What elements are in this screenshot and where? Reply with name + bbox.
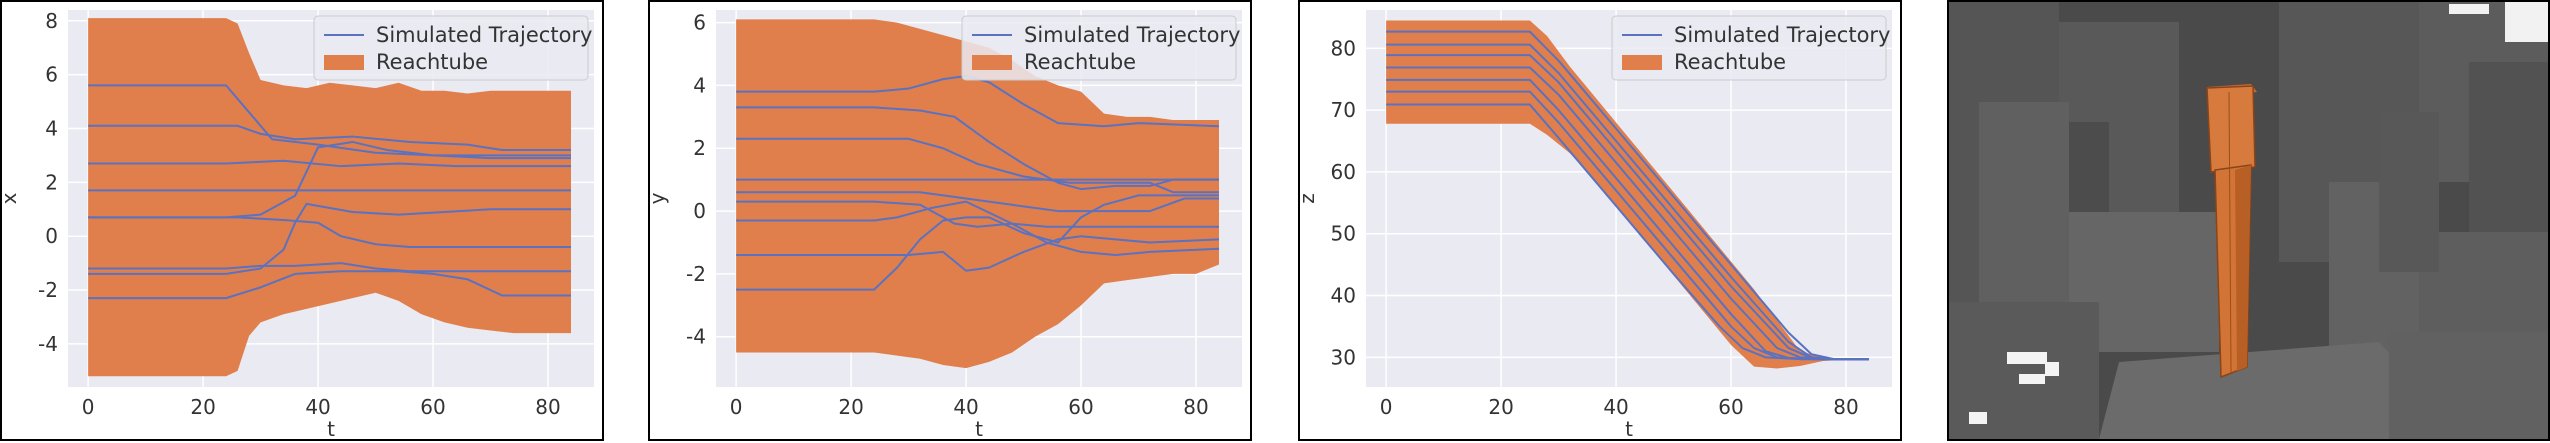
y-tick-label: -4 (38, 332, 58, 356)
y-tick-label: 6 (45, 63, 58, 87)
x-tick-label: 0 (730, 395, 743, 419)
y-tick-label: 80 (1331, 36, 1356, 60)
y-tick-label: 4 (45, 116, 58, 140)
x-tick-label: 60 (420, 395, 445, 419)
reachtube-3d-upper (2207, 86, 2255, 172)
white-patch-3 (2045, 362, 2059, 376)
y-tick-label: -4 (686, 325, 706, 349)
legend-trajectory-label: Simulated Trajectory (1674, 23, 1890, 47)
x-tick-label: 80 (1833, 395, 1858, 419)
x-axis-label: t (1625, 417, 1633, 439)
x-tick-label: 40 (1603, 395, 1628, 419)
legend: Simulated Trajectory Reachtube (962, 16, 1240, 80)
chart-panel-z: 0 20 40 60 80 30 40 50 60 70 80 t z Simulated Traject… (1298, 0, 1902, 441)
y-tick-label: 0 (45, 224, 58, 248)
x-tick-label: 0 (82, 395, 95, 419)
y-tick-label: 40 (1331, 284, 1356, 308)
x-tick-label: 80 (535, 395, 560, 419)
city-scene (1949, 2, 2548, 439)
chart-z-svg: 0 20 40 60 80 30 40 50 60 70 80 t z Simulated Traject… (1300, 2, 1900, 439)
y-tick-label: 50 (1331, 222, 1356, 246)
legend-reachtube-swatch (1622, 55, 1662, 70)
chart-panel-x: 0 20 40 60 80 -4 -2 0 2 4 6 8 t x Simulated Trajectory… (0, 0, 604, 441)
legend-reachtube-label: Reachtube (1024, 50, 1136, 74)
x-tick-label: 80 (1183, 395, 1208, 419)
y-tick-label: -2 (38, 278, 58, 302)
y-tick-label: 70 (1331, 98, 1356, 122)
legend-reachtube-label: Reachtube (376, 50, 488, 74)
building-mid-left (1979, 102, 2069, 332)
x-tick-label: 40 (953, 395, 978, 419)
x-axis-label: t (975, 417, 983, 439)
legend: Simulated Trajectory Reachtube (1612, 16, 1890, 80)
y-tick-label: 60 (1331, 160, 1356, 184)
y-axis-label: x (2, 192, 21, 204)
y-tick-label: 8 (45, 9, 58, 33)
legend-trajectory-label: Simulated Trajectory (376, 23, 592, 47)
chart-y-svg: 0 20 40 60 80 -4 -2 0 2 4 6 t y Simulated Trajectory R… (650, 2, 1250, 439)
y-axis-label: y (650, 192, 669, 204)
chart-panel-y: 0 20 40 60 80 -4 -2 0 2 4 6 t y Simulated Trajectory R… (648, 0, 1252, 441)
chart-x-svg: 0 20 40 60 80 -4 -2 0 2 4 6 8 t x Simulated Trajectory… (2, 2, 602, 439)
x-tick-label: 20 (1488, 395, 1513, 419)
x-tick-label: 60 (1068, 395, 1093, 419)
y-tick-label: 2 (693, 136, 706, 160)
white-patch-2 (2019, 374, 2045, 384)
legend-reachtube-swatch (972, 55, 1012, 70)
legend-trajectory-label: Simulated Trajectory (1024, 23, 1240, 47)
y-tick-label: 2 (45, 170, 58, 194)
y-axis-label: z (1300, 193, 1319, 204)
legend-reachtube-label: Reachtube (1674, 50, 1786, 74)
white-patch-1 (2007, 352, 2047, 364)
x-tick-label: 20 (838, 395, 863, 419)
y-tick-label: 4 (693, 73, 706, 97)
legend-reachtube-swatch (324, 55, 364, 70)
building-front-right (2389, 332, 2548, 439)
sky-patch-top-mid (2449, 4, 2489, 14)
x-tick-label: 40 (305, 395, 330, 419)
x-tick-label: 20 (190, 395, 215, 419)
sky-patch-top-right (2505, 2, 2548, 42)
x-tick-label: 0 (1380, 395, 1393, 419)
y-tick-label: 30 (1331, 345, 1356, 369)
y-tick-label: 6 (693, 11, 706, 35)
x-tick-label: 60 (1718, 395, 1743, 419)
building-right-tower (2379, 112, 2439, 272)
scene-panel (1947, 0, 2550, 441)
y-tick-label: 0 (693, 199, 706, 223)
white-patch-4 (1969, 412, 1987, 424)
legend: Simulated Trajectory Reachtube (314, 16, 592, 80)
y-tick-label: -2 (686, 262, 706, 286)
x-axis-label: t (327, 417, 335, 439)
